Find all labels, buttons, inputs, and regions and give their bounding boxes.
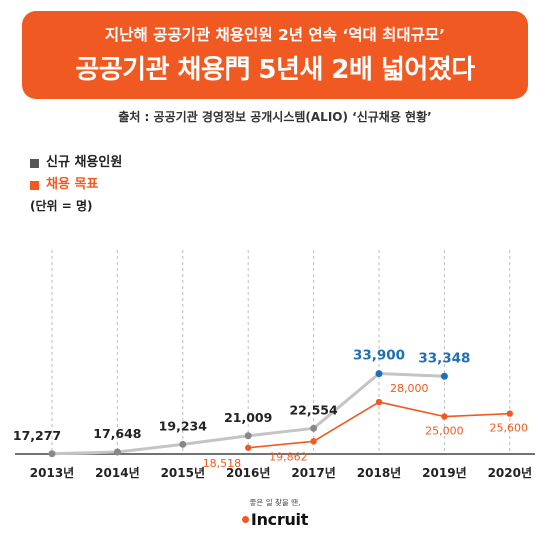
legend-item-target: 채용 목표	[30, 174, 122, 196]
data-point-actual	[375, 370, 383, 378]
x-tick-label: 2016년	[226, 466, 270, 480]
data-label-actual: 17,277	[13, 428, 61, 443]
data-point-actual	[440, 372, 448, 380]
data-point-target	[506, 410, 513, 417]
logo-brand: Incruit	[241, 510, 309, 529]
legend-swatch-target	[30, 180, 39, 190]
data-point-actual	[244, 432, 252, 440]
data-label-target: 25,600	[490, 422, 529, 435]
data-label-actual: 19,234	[159, 418, 208, 433]
data-label-actual: 33,900	[353, 348, 405, 364]
data-label-target: 28,000	[390, 382, 429, 395]
x-tick-label: 2015년	[161, 466, 205, 480]
incruit-logo: 좋은 일 찾을 땐, Incruit	[0, 497, 550, 529]
x-tick-label: 2020년	[488, 466, 532, 480]
data-point-target	[441, 413, 448, 420]
x-tick-label: 2019년	[422, 466, 466, 480]
data-point-actual	[113, 448, 121, 456]
x-tick-label: 2014년	[95, 466, 139, 480]
data-label-actual: 33,348	[418, 350, 470, 366]
x-tick-label: 2017년	[291, 466, 335, 480]
data-label-actual: 17,648	[93, 426, 141, 441]
data-label-target: 18,518	[203, 457, 242, 470]
legend-swatch-actual	[30, 158, 39, 168]
logo-dot-icon	[241, 516, 249, 523]
legend-item-actual: 신규 채용인원	[30, 152, 122, 174]
data-label-actual: 22,554	[289, 402, 338, 417]
data-point-target	[375, 398, 383, 406]
legend-label-target: 채용 목표	[46, 177, 99, 192]
data-point-target	[245, 444, 252, 451]
logo-brand-text: Incruit	[250, 510, 309, 529]
data-label-target: 25,000	[425, 425, 464, 438]
source-note: 출처 : 공공기관 경영정보 공개시스템(ALIO) ‘신규채용 현황’	[118, 110, 432, 124]
x-tick-label: 2013년	[30, 466, 74, 480]
data-point-actual	[310, 424, 318, 432]
x-tick-label: 2018년	[357, 466, 401, 480]
legend: 신규 채용인원 채용 목표	[30, 152, 122, 196]
data-point-actual	[179, 440, 187, 448]
chart-subtitle: 지난해 공공기관 채용인원 2년 연속 ‘역대 최대규모’	[104, 26, 446, 44]
data-label-actual: 21,009	[224, 410, 272, 425]
title-banner: 지난해 공공기관 채용인원 2년 연속 ‘역대 최대규모’ 공공기관 채용門 5…	[22, 11, 528, 99]
data-point-target	[310, 438, 317, 445]
chart-title: 공공기관 채용門 5년새 2배 넓어졌다	[75, 55, 475, 85]
legend-label-actual: 신규 채용인원	[46, 155, 123, 170]
unit-label: (단위 = 명)	[30, 199, 93, 213]
data-point-actual	[48, 450, 56, 458]
data-label-target: 19,862	[269, 450, 308, 463]
logo-tagline: 좋은 일 찾을 땐,	[249, 498, 301, 507]
